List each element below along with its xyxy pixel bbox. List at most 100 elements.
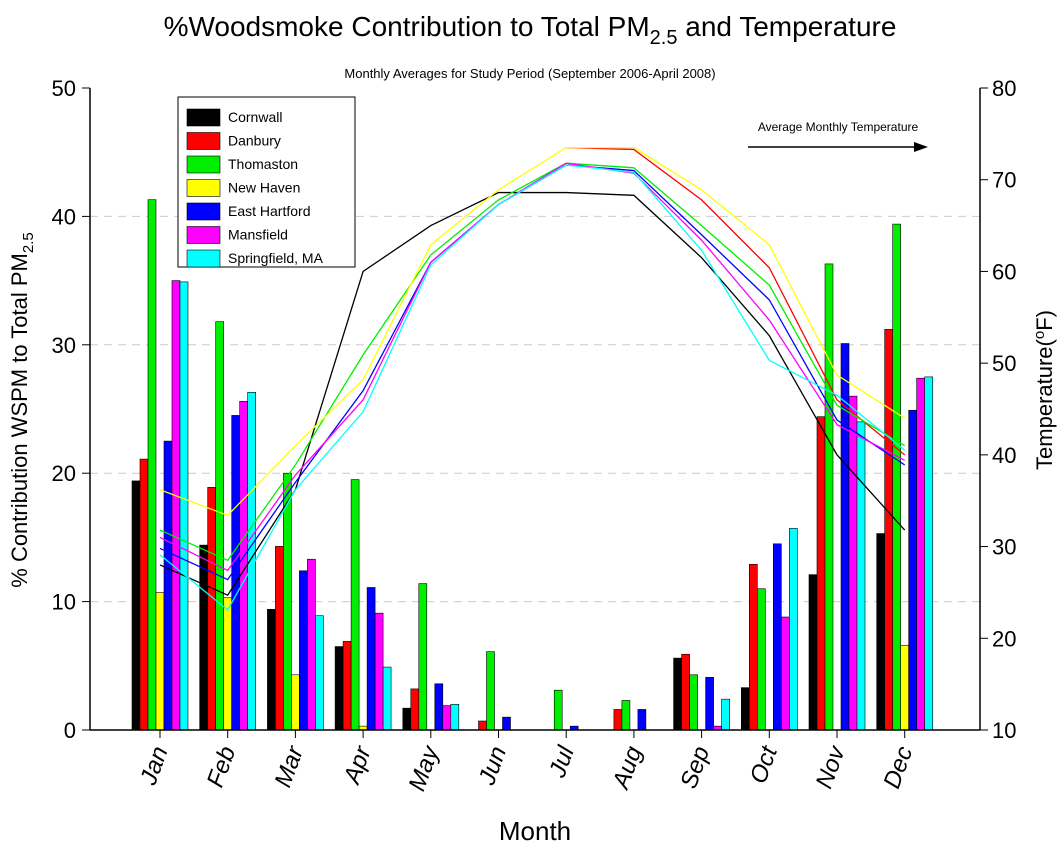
bar: [207, 487, 216, 731]
bar: [450, 704, 460, 731]
y2-label-tail: F): [1032, 310, 1057, 331]
y-axis-label: % Contribution WSPM to Total PM2.5: [7, 232, 37, 587]
title-subscript: 2.5: [650, 27, 678, 49]
bar: [478, 720, 487, 731]
legend-label: Thomaston: [228, 156, 298, 172]
temperature-line: [566, 146, 906, 456]
subtitle: Monthly Averages for Study Period (Septe…: [344, 66, 715, 81]
x-tick-label: Dec: [878, 743, 918, 792]
bar: [756, 588, 766, 731]
bar: [876, 533, 886, 731]
x-tick-label: Aug: [607, 742, 648, 794]
x-tick-label: Oct: [745, 742, 784, 788]
bar: [342, 641, 352, 731]
bar: [788, 528, 798, 731]
bar: [374, 612, 384, 731]
legend-swatch: [186, 249, 221, 268]
y2-tick-label: 30: [992, 535, 1016, 560]
legend-swatch: [186, 179, 221, 197]
legend-swatch: [186, 202, 221, 221]
x-tick-label: Sep: [675, 743, 715, 792]
legend-swatch: [186, 226, 221, 244]
bar: [291, 674, 300, 731]
y-tick-label: 30: [52, 333, 76, 358]
temperature-line: [159, 191, 906, 597]
y2-label-text: Temperature(: [1032, 338, 1057, 470]
title-tail: and Temperature: [677, 11, 896, 42]
bar: [199, 544, 208, 731]
legend-swatch: [186, 108, 221, 127]
x-tick-label: Feb: [202, 743, 242, 791]
y2-tick-label: 80: [992, 76, 1016, 101]
bar: [772, 543, 782, 731]
bar: [892, 223, 902, 731]
bar: [689, 674, 698, 731]
bar: [884, 329, 894, 731]
y-tick-label: 40: [52, 204, 76, 229]
bar: [299, 570, 308, 731]
x-tick-label: May: [404, 741, 446, 795]
bar: [637, 709, 647, 731]
y-tick-label: 10: [52, 590, 76, 615]
y2-axis-label: Temperature(oF): [1031, 310, 1057, 470]
bar: [179, 281, 189, 731]
bar: [856, 421, 866, 731]
y-tick-label: 20: [52, 461, 76, 486]
bar: [382, 666, 392, 731]
bar: [283, 472, 292, 731]
y-label-subscript: 2.5: [20, 232, 37, 253]
x-axis-label: Month: [499, 816, 571, 846]
bar: [916, 377, 926, 731]
bar: [171, 280, 181, 731]
bar: [721, 698, 730, 731]
annotation-arrowhead: [914, 142, 928, 152]
bar: [223, 597, 232, 731]
bar: [808, 574, 818, 731]
bar: [418, 583, 428, 731]
bar: [275, 546, 284, 731]
y2-tick-label: 50: [992, 351, 1016, 376]
bar: [215, 321, 224, 731]
annotation: Average Monthly Temperature: [758, 120, 919, 134]
temperature-line: [159, 164, 906, 611]
bar: [705, 677, 714, 731]
legend-swatch: [186, 132, 221, 150]
bar: [410, 688, 420, 731]
bar: [147, 199, 157, 731]
bar: [908, 409, 918, 731]
temperature-line: [159, 162, 906, 572]
y2-tick-label: 40: [992, 443, 1016, 468]
y2-label-superscript: o: [1031, 331, 1048, 339]
y-tick-label: 50: [52, 76, 76, 101]
bar: [315, 615, 324, 731]
bar: [267, 609, 276, 731]
bar: [366, 587, 376, 731]
legend-label: New Haven: [228, 180, 300, 196]
y2-tick-label: 20: [992, 626, 1016, 651]
bar: [824, 263, 834, 731]
x-tick-label: Apr: [338, 742, 377, 789]
legend-label: East Hartford: [228, 203, 310, 219]
x-tick-label: Jan: [135, 743, 174, 790]
bar: [402, 707, 412, 731]
bar: [502, 716, 511, 731]
temperature-line: [159, 162, 906, 562]
legend-label: Cornwall: [228, 109, 282, 125]
bar: [613, 709, 623, 731]
bar: [748, 564, 758, 731]
bar: [155, 592, 165, 731]
bar: [553, 689, 563, 731]
bar: [740, 687, 750, 731]
bar: [681, 653, 690, 731]
legend-label: Mansfield: [228, 227, 288, 243]
bar: [924, 376, 934, 731]
bar: [673, 657, 682, 731]
x-tick-label: Jul: [544, 742, 580, 782]
bar: [350, 479, 360, 731]
bar: [848, 395, 858, 731]
legend-label: Danbury: [228, 133, 281, 149]
legend-label: Springfield, MA: [228, 250, 324, 266]
y-tick-label: 0: [64, 718, 76, 743]
x-tick-label: Nov: [811, 741, 852, 792]
